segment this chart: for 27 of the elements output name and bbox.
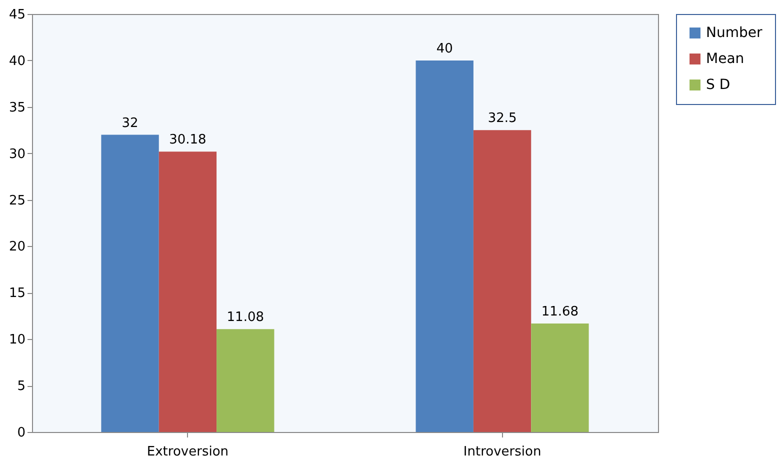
y-tick-label: 0 xyxy=(17,426,26,440)
data-label: 11.68 xyxy=(541,304,579,320)
data-label: 30.18 xyxy=(169,132,206,148)
legend-label: Number xyxy=(706,25,762,41)
x-tick-label: Introversion xyxy=(463,444,542,460)
bar xyxy=(416,60,474,432)
y-tick-label: 20 xyxy=(8,240,26,255)
bar xyxy=(531,324,589,432)
y-tick-label: 15 xyxy=(8,286,26,302)
bar xyxy=(158,152,217,432)
legend-label: Mean xyxy=(706,51,744,67)
data-label: 32 xyxy=(122,116,138,131)
y-tick-label: 30 xyxy=(8,146,26,162)
y-tick-label: 45 xyxy=(8,8,26,22)
data-label: 40 xyxy=(436,41,453,56)
y-tick-label: 10 xyxy=(8,332,26,348)
legend-label: S D xyxy=(706,77,730,93)
bar xyxy=(101,134,159,432)
y-tick-label: 35 xyxy=(8,100,26,116)
bar xyxy=(473,130,532,432)
data-label: 11.08 xyxy=(226,310,264,326)
y-tick-label: 5 xyxy=(17,379,26,394)
x-tick-label: Extroversion xyxy=(146,444,229,460)
data-label: 32.5 xyxy=(488,111,517,126)
y-tick-label: 25 xyxy=(8,193,26,208)
y-tick-label: 40 xyxy=(8,54,26,69)
bar xyxy=(216,329,274,432)
